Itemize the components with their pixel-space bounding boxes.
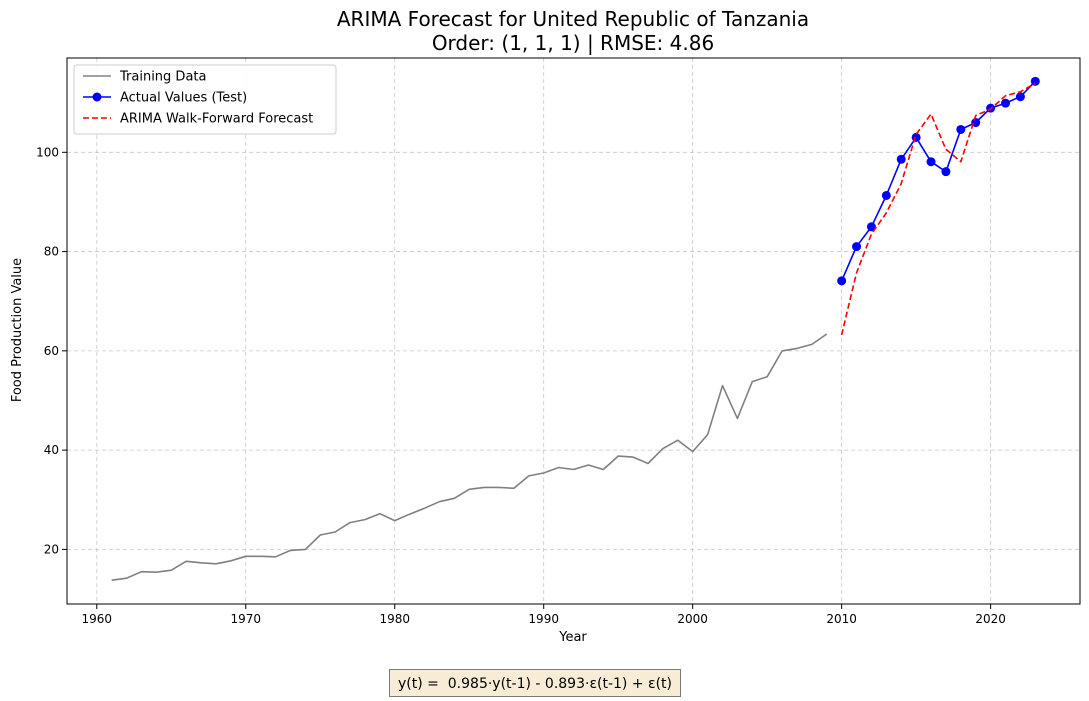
- series-line-1: [111, 333, 828, 581]
- data-point: [941, 167, 951, 177]
- x-tick-label: 1980: [379, 612, 410, 626]
- data-point: [837, 276, 847, 286]
- y-tick-label: 60: [44, 344, 59, 358]
- legend-box: [73, 64, 337, 135]
- series-layer: [111, 76, 1040, 581]
- series-line-2: [840, 80, 1036, 282]
- legend: Training Data Actual Values (Test) ARIMA W…: [73, 64, 337, 135]
- data-point: [1015, 92, 1025, 102]
- x-tick-label: 1960: [82, 612, 113, 626]
- series-line-3: [840, 82, 1036, 336]
- data-point: [896, 154, 906, 164]
- x-tick-label: 2000: [677, 612, 708, 626]
- y-tick-label: 80: [44, 245, 59, 259]
- x-tick-label: 2010: [826, 612, 857, 626]
- arima-equation-box: y(t) = 0.985·y(t-1) - 0.893·ε(t-1) + ε(t…: [389, 669, 681, 697]
- chart-title: ARIMA Forecast for United Republic of Ta…: [337, 7, 809, 31]
- x-tick-label: 1990: [528, 612, 559, 626]
- data-point: [1030, 76, 1040, 86]
- legend-label-1: Training Data: [119, 70, 206, 85]
- y-axis-label: Food Production Value: [10, 258, 25, 402]
- axes-frame: [66, 57, 1081, 605]
- x-tick-label: 1970: [230, 612, 261, 626]
- data-point: [911, 132, 921, 142]
- y-tick-label: 20: [44, 542, 59, 556]
- data-point: [1001, 98, 1011, 108]
- y-tick-label: 40: [44, 443, 59, 457]
- grid-lines: [67, 58, 1080, 604]
- legend-label-3: ARIMA Walk-Forward Forecast: [120, 112, 313, 127]
- plot-frame: [66, 57, 1081, 605]
- chart-subtitle: Order: (1, 1, 1) | RMSE: 4.86: [432, 31, 714, 55]
- y-tick-label: 100: [36, 145, 59, 159]
- x-tick-label: 2020: [975, 612, 1006, 626]
- data-point: [956, 124, 966, 134]
- x-axis-label: Year: [558, 630, 587, 645]
- data-point: [866, 222, 876, 232]
- legend-marker-2: [92, 92, 102, 102]
- legend-label-2: Actual Values (Test): [120, 91, 247, 106]
- data-point: [926, 157, 936, 167]
- data-point: [852, 242, 862, 252]
- arima-forecast-chart: ARIMA Forecast for United Republic of Ta…: [10, 7, 1081, 645]
- data-point: [881, 190, 891, 200]
